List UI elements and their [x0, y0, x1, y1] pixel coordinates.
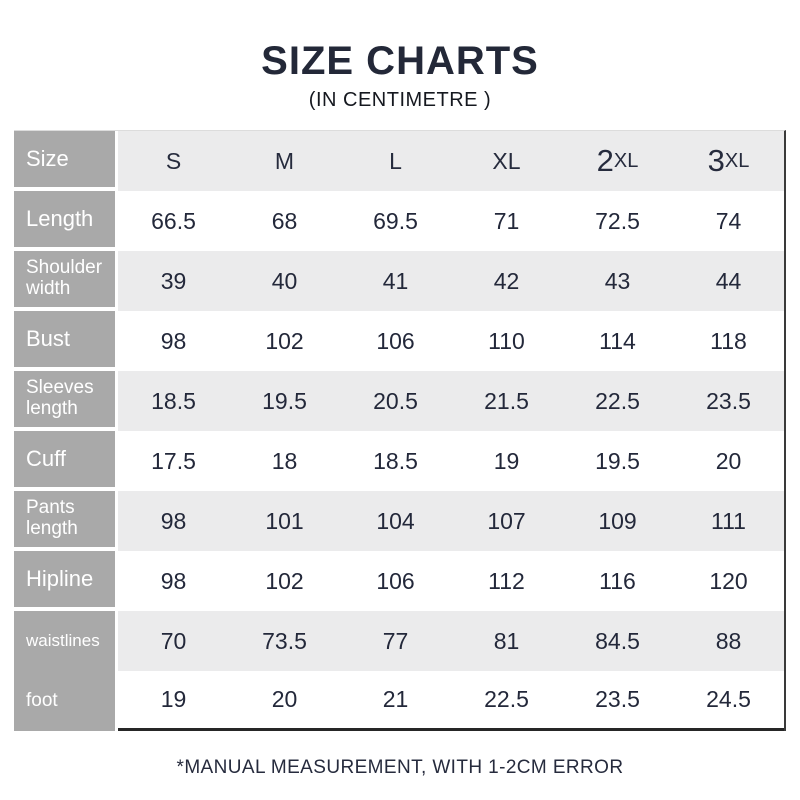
col-header-2xl: 2 XL — [562, 131, 673, 191]
col-header-xl: XL — [451, 131, 562, 191]
table-row-foot: foot 19 20 21 22.5 23.5 24.5 — [14, 671, 784, 731]
value-cell: 24.5 — [673, 671, 784, 731]
row-label-sleeves-length: Sleeves length — [14, 371, 118, 431]
value-cell: 18.5 — [340, 431, 451, 491]
value-cell: 40 — [229, 251, 340, 311]
value-cell: 104 — [340, 491, 451, 551]
row-label-hipline: Hipline — [14, 551, 118, 611]
col-header-3xl-suffix: XL — [724, 149, 750, 172]
col-header-l: L — [340, 131, 451, 191]
table-row-sleeves-length: Sleeves length 18.5 19.5 20.5 21.5 22.5 … — [14, 371, 784, 431]
value-cell: 72.5 — [562, 191, 673, 251]
value-cell: 74 — [673, 191, 784, 251]
value-cell: 17.5 — [118, 431, 229, 491]
size-table: Size S M L XL 2 XL 3 XL Length 66.5 — [14, 130, 786, 731]
value-cell: 118 — [673, 311, 784, 371]
row-label-shoulder-width: Shoulder width — [14, 251, 118, 311]
col-header-s-label: S — [165, 147, 182, 174]
col-header-3xl-digit: 3 — [707, 143, 725, 178]
value-cell: 22.5 — [562, 371, 673, 431]
value-cell: 107 — [451, 491, 562, 551]
table-row-waistlines: waistlines 70 73.5 77 81 84.5 88 — [14, 611, 784, 671]
page-subtitle: (IN CENTIMETRE ) — [308, 89, 492, 111]
col-header-3xl: 3 XL — [673, 131, 784, 191]
col-header-l-label: L — [389, 147, 402, 174]
value-cell: 88 — [673, 611, 784, 671]
col-header-2xl-suffix: XL — [613, 149, 639, 172]
row-label-foot: foot — [14, 671, 118, 731]
row-label-cuff: Cuff — [14, 431, 118, 491]
value-cell: 98 — [118, 311, 229, 371]
value-cell: 22.5 — [451, 671, 562, 731]
value-cell: 43 — [562, 251, 673, 311]
table-row-cuff: Cuff 17.5 18 18.5 19 19.5 20 — [14, 431, 784, 491]
value-cell: 19.5 — [562, 431, 673, 491]
value-cell: 20.5 — [340, 371, 451, 431]
table-row-length: Length 66.5 68 69.5 71 72.5 74 — [14, 191, 784, 251]
value-cell: 19 — [451, 431, 562, 491]
value-cell: 114 — [562, 311, 673, 371]
value-cell: 106 — [340, 311, 451, 371]
value-cell: 68 — [229, 191, 340, 251]
value-cell: 39 — [118, 251, 229, 311]
value-cell: 98 — [118, 551, 229, 611]
table-row-hipline: Hipline 98 102 106 112 116 120 — [14, 551, 784, 611]
value-cell: 81 — [451, 611, 562, 671]
value-cell: 44 — [673, 251, 784, 311]
value-cell: 70 — [118, 611, 229, 671]
row-label-pants-length: Pants length — [14, 491, 118, 551]
table-row-pants-length: Pants length 98 101 104 107 109 111 — [14, 491, 784, 551]
table-row-bust: Bust 98 102 106 110 114 118 — [14, 311, 784, 371]
value-cell: 77 — [340, 611, 451, 671]
value-cell: 120 — [673, 551, 784, 611]
value-cell: 98 — [118, 491, 229, 551]
value-cell: 102 — [229, 551, 340, 611]
col-header-s: S — [118, 131, 229, 191]
value-cell: 18 — [229, 431, 340, 491]
value-cell: 21.5 — [451, 371, 562, 431]
value-cell: 69.5 — [340, 191, 451, 251]
value-cell: 21 — [340, 671, 451, 731]
value-cell: 102 — [229, 311, 340, 371]
value-cell: 19.5 — [229, 371, 340, 431]
table-corner-size-label: Size — [14, 131, 118, 191]
value-cell: 101 — [229, 491, 340, 551]
value-cell: 42 — [451, 251, 562, 311]
table-header-row: Size S M L XL 2 XL 3 XL — [14, 131, 784, 191]
value-cell: 84.5 — [562, 611, 673, 671]
col-header-m: M — [229, 131, 340, 191]
value-cell: 20 — [229, 671, 340, 731]
col-header-m-label: M — [274, 147, 295, 174]
heading-block: SIZE CHARTS (IN CENTIMETRE ) — [0, 40, 800, 112]
row-label-bust: Bust — [14, 311, 118, 371]
row-label-waistlines: waistlines — [14, 611, 118, 671]
page-title: SIZE CHARTS — [261, 39, 539, 83]
value-cell: 23.5 — [673, 371, 784, 431]
value-cell: 20 — [673, 431, 784, 491]
value-cell: 111 — [673, 491, 784, 551]
table-row-shoulder-width: Shoulder width 39 40 41 42 43 44 — [14, 251, 784, 311]
value-cell: 116 — [562, 551, 673, 611]
value-cell: 112 — [451, 551, 562, 611]
value-cell: 19 — [118, 671, 229, 731]
value-cell: 66.5 — [118, 191, 229, 251]
value-cell: 41 — [340, 251, 451, 311]
value-cell: 110 — [451, 311, 562, 371]
measurement-footnote: *MANUAL MEASUREMENT, WITH 1-2CM ERROR — [176, 757, 624, 778]
col-header-xl-label: XL — [492, 147, 521, 174]
value-cell: 23.5 — [562, 671, 673, 731]
col-header-2xl-digit: 2 — [596, 143, 614, 178]
row-label-length: Length — [14, 191, 118, 251]
value-cell: 71 — [451, 191, 562, 251]
value-cell: 106 — [340, 551, 451, 611]
value-cell: 109 — [562, 491, 673, 551]
value-cell: 73.5 — [229, 611, 340, 671]
value-cell: 18.5 — [118, 371, 229, 431]
